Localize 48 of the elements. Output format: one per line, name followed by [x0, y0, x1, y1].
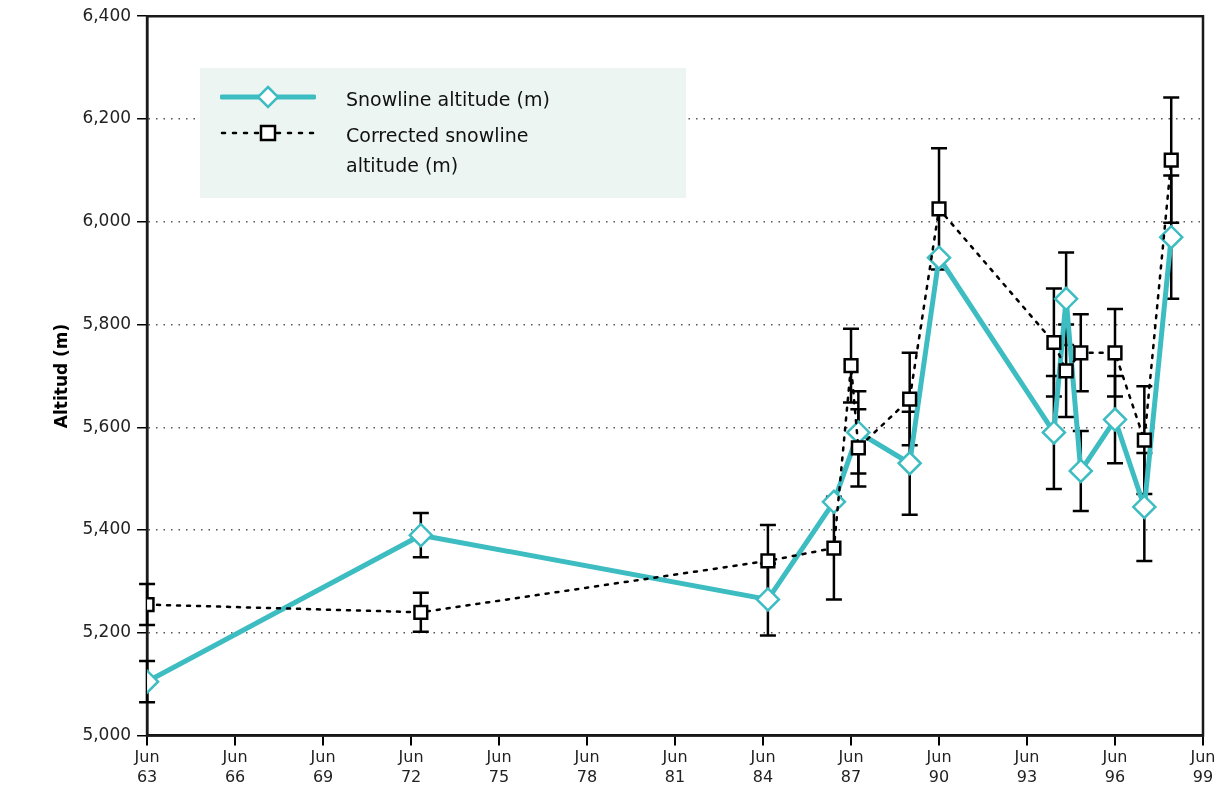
- point: [821, 489, 847, 515]
- point: [1046, 334, 1062, 351]
- point: [843, 358, 859, 374]
- point: [926, 245, 952, 270]
- y-tick-label: 5,600: [82, 415, 132, 436]
- x-tick-label: Jun 69: [309, 747, 336, 786]
- point: [408, 522, 434, 548]
- point: [902, 391, 918, 407]
- point: [897, 451, 922, 476]
- x-tick-label: Jun 78: [573, 747, 600, 786]
- x-tick-label: Jun 63: [133, 747, 160, 786]
- y-tick-label: 5,200: [82, 621, 132, 642]
- point: [1068, 458, 1094, 484]
- point: [931, 201, 947, 217]
- point: [1041, 420, 1067, 445]
- x-tick-label: Jun 99: [1189, 747, 1216, 786]
- legend-label: Snowline altitude (m): [346, 87, 551, 112]
- point: [1107, 345, 1123, 361]
- x-tick-label: Jun 81: [661, 747, 688, 786]
- x-tick-label: Jun 66: [221, 747, 248, 786]
- y-tick-label: 5,000: [82, 724, 132, 745]
- legend-label: Corrected snowline altitude (m): [346, 123, 530, 178]
- point: [1053, 286, 1079, 312]
- point: [1136, 432, 1152, 448]
- point: [1163, 152, 1179, 168]
- point: [1058, 363, 1074, 379]
- x-tick-label: Jun 87: [837, 747, 864, 786]
- y-tick-label: 5,400: [82, 518, 132, 539]
- point: [1073, 345, 1089, 361]
- x-tick-label: Jun 96: [1101, 747, 1128, 786]
- y-axis-title: Altitud (m): [50, 323, 71, 429]
- y-tick-label: 5,800: [82, 312, 132, 333]
- y-tick-label: 6,200: [82, 107, 132, 128]
- y-tick-label: 6,400: [82, 4, 132, 25]
- point: [413, 604, 429, 620]
- x-tick-label: Jun 90: [925, 747, 952, 786]
- point: [1102, 407, 1128, 432]
- point: [826, 540, 842, 556]
- y-tick-label: 6,000: [82, 210, 132, 231]
- point: [1158, 224, 1184, 250]
- x-tick-label: Jun 93: [1013, 747, 1040, 786]
- x-tick-label: Jun 72: [397, 747, 424, 786]
- x-tick-label: Jun 75: [485, 747, 512, 786]
- point: [755, 587, 781, 612]
- point: [1132, 494, 1157, 520]
- x-tick-label: Jun 84: [749, 747, 776, 786]
- point: [760, 553, 776, 569]
- point: [850, 440, 866, 456]
